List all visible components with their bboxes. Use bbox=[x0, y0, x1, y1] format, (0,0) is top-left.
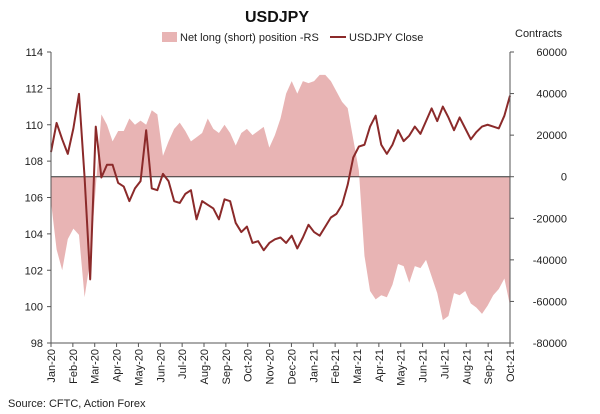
right-tick-label: 60000 bbox=[536, 47, 567, 59]
usdjpy-close-line bbox=[50, 92, 511, 281]
x-tick-label: Jul-21 bbox=[439, 349, 451, 379]
x-tick-label: Feb-20 bbox=[68, 349, 80, 384]
x-tick-label: Mar-20 bbox=[90, 349, 102, 384]
x-tick-label: Apr-21 bbox=[374, 349, 386, 382]
source-note: Source: CFTC, Action Forex bbox=[8, 398, 146, 410]
x-tick-label: Dec-20 bbox=[286, 349, 298, 384]
legend-area-swatch bbox=[162, 32, 177, 42]
x-tick-label: Aug-21 bbox=[461, 349, 473, 384]
x-tick-label: Mar-21 bbox=[352, 349, 364, 384]
left-tick-label: 104 bbox=[25, 229, 43, 241]
x-tick-label: Jan-21 bbox=[308, 349, 320, 383]
legend-area-label: Net long (short) position -RS bbox=[180, 32, 319, 44]
x-tick-label: Oct-20 bbox=[243, 349, 255, 382]
right-tick-label: -40000 bbox=[533, 255, 567, 267]
legend: Net long (short) position -RS USDJPY Clo… bbox=[162, 32, 423, 44]
x-tick-label: May-20 bbox=[133, 349, 145, 386]
chart-title: USDJPY bbox=[245, 9, 309, 26]
plot-area: 98 100 102 104 106 108 110 112 114 -80000 -60000 -4… bbox=[25, 47, 567, 386]
right-axis-title: Contracts bbox=[515, 28, 563, 40]
x-tick-label: Aug-20 bbox=[199, 349, 211, 384]
net-position-area bbox=[51, 74, 510, 321]
right-tick-label: 40000 bbox=[536, 89, 567, 101]
right-tick-label: 0 bbox=[561, 172, 567, 184]
x-tick-label: Jun-20 bbox=[155, 349, 167, 383]
x-tick-label: Jul-20 bbox=[177, 349, 189, 379]
x-tick-label: May-21 bbox=[396, 349, 408, 386]
right-tick-label: 20000 bbox=[536, 130, 567, 142]
legend-line-label: USDJPY Close bbox=[349, 32, 423, 44]
x-tick-label: Jan-20 bbox=[46, 349, 58, 383]
x-tick-label: Sep-20 bbox=[221, 349, 233, 384]
left-tick-label: 106 bbox=[25, 193, 43, 205]
left-tick-label: 100 bbox=[25, 302, 43, 314]
left-tick-label: 98 bbox=[31, 338, 43, 350]
left-tick-label: 102 bbox=[25, 265, 43, 277]
left-tick-label: 108 bbox=[25, 156, 43, 168]
right-tick-label: -60000 bbox=[533, 296, 567, 308]
x-tick-label: Nov-20 bbox=[265, 349, 277, 384]
right-tick-label: -20000 bbox=[533, 213, 567, 225]
left-tick-label: 114 bbox=[25, 47, 43, 59]
left-tick-label: 112 bbox=[25, 83, 43, 95]
right-tick-label: -80000 bbox=[533, 338, 567, 350]
left-tick-label: 110 bbox=[25, 120, 43, 132]
x-tick-label: Apr-20 bbox=[112, 349, 124, 382]
x-tick-label: Oct-21 bbox=[505, 349, 517, 382]
x-tick-label: Feb-21 bbox=[330, 349, 342, 384]
x-tick-label: Jun-21 bbox=[418, 349, 430, 383]
x-tick-label: Sep-21 bbox=[483, 349, 495, 384]
